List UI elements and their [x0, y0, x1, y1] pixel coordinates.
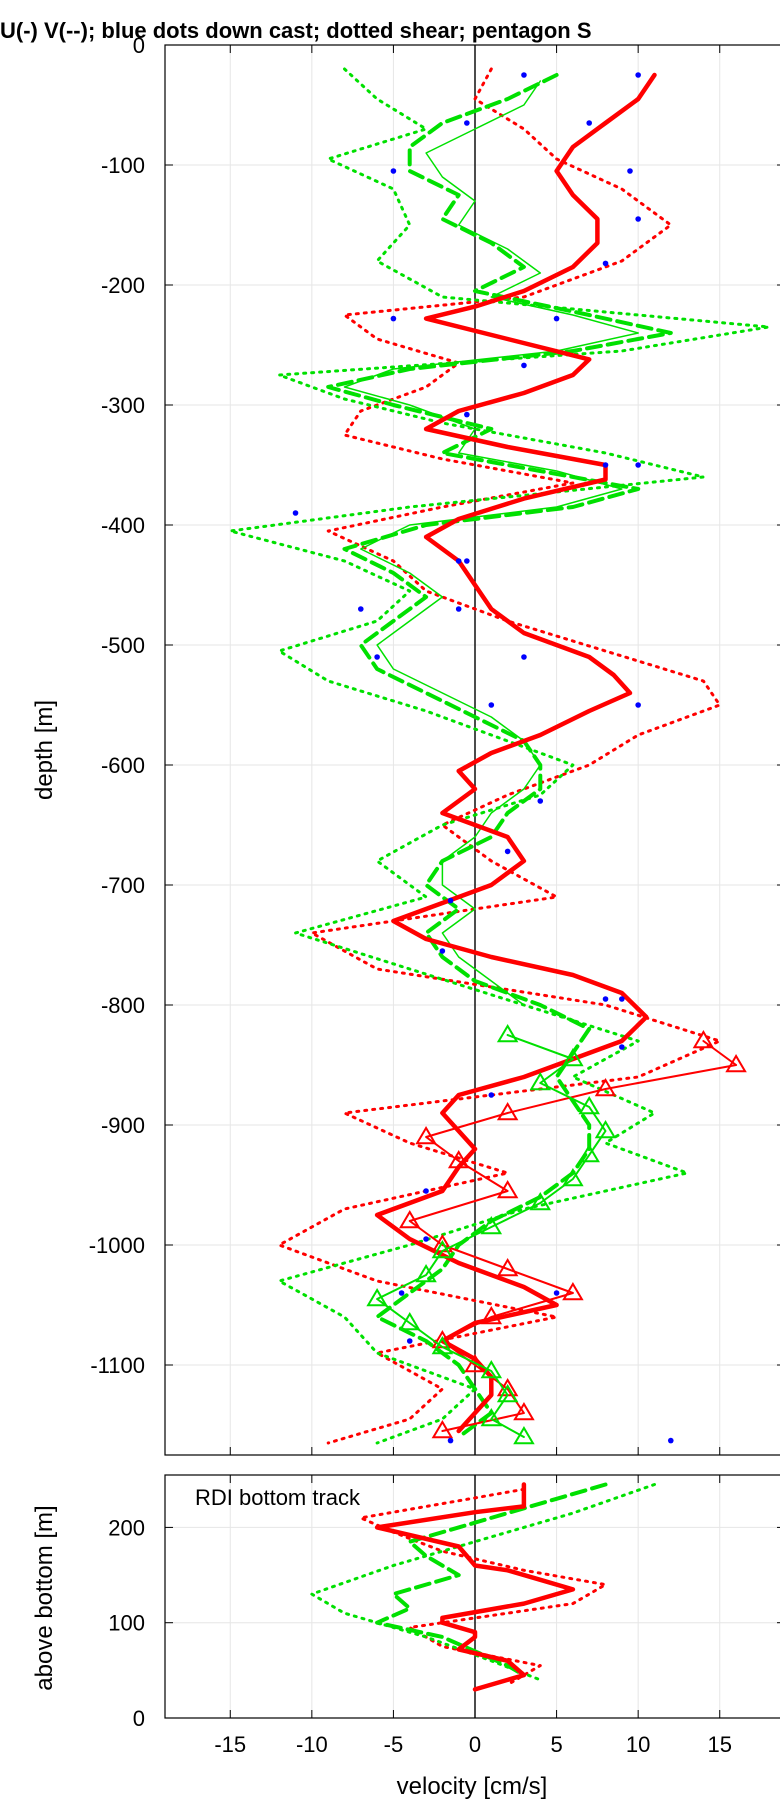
x-tick-label: 0	[469, 1732, 481, 1757]
v-shear-profile-line	[312, 1485, 655, 1680]
x-tick-label: -15	[214, 1732, 246, 1757]
y-tick-label: -500	[101, 633, 145, 658]
velocity-profile-grid	[165, 45, 780, 1455]
downcast-dot	[668, 1438, 674, 1444]
y-tick-label: -800	[101, 993, 145, 1018]
depth-axis-label: depth [m]	[31, 700, 58, 800]
u-s-marker	[727, 1056, 745, 1071]
downcast-dot	[521, 72, 527, 78]
bottom-track-series	[312, 1485, 655, 1690]
downcast-dot	[554, 316, 560, 322]
v-s-marker	[499, 1026, 517, 1041]
downcast-dot	[293, 510, 299, 516]
downcast-dot	[521, 654, 527, 660]
downcast-dot	[505, 849, 511, 855]
downcast-dot	[489, 1092, 495, 1098]
velocity-profile-ticks: 0 -100 -200 -300 -400 -500 -600 -700 -800 -900 -10…	[89, 33, 780, 1455]
v-shear-profile-line	[230, 69, 768, 1443]
u-shear-profile-line	[279, 69, 720, 1443]
velocity-profile-panel: 0 -100 -200 -300 -400 -500 -600 -700 -800 -900 -10…	[31, 33, 780, 1455]
downcast-dot	[635, 216, 641, 222]
downcast-dot	[374, 654, 380, 660]
v-s-marker	[515, 1428, 533, 1443]
downcast-dot	[456, 558, 462, 564]
downcast-dot	[619, 1044, 625, 1050]
downcast-dot	[448, 898, 454, 904]
downcast-dot	[619, 996, 625, 1002]
y-tick-label: -200	[101, 273, 145, 298]
above-bottom-axis-label: above bottom [m]	[31, 1505, 58, 1690]
downcast-dot	[423, 1188, 429, 1194]
x-tick-label: 10	[626, 1732, 650, 1757]
downcast-dot	[635, 462, 641, 468]
y-tick-label: 100	[108, 1611, 145, 1636]
y-tick-label: -700	[101, 873, 145, 898]
downcast-dot	[603, 261, 609, 267]
y-tick-label: -100	[101, 153, 145, 178]
x-tick-label: 15	[707, 1732, 731, 1757]
y-tick-label: -1000	[89, 1233, 145, 1258]
y-tick-label: -400	[101, 513, 145, 538]
y-tick-label: -900	[101, 1113, 145, 1138]
downcast-dot	[603, 462, 609, 468]
y-tick-label: 200	[108, 1515, 145, 1540]
chart-title: U(-) V(--); blue dots down cast; dotted …	[0, 18, 592, 43]
downcast-dot	[391, 316, 397, 322]
y-tick-label: 0	[133, 1706, 145, 1731]
downcast-dot	[407, 1338, 413, 1344]
downcast-dot	[448, 1438, 454, 1444]
downcast-dot	[464, 120, 470, 126]
bottom-track-panel: -15 -10 -5 0 5 10 15 0 100 200 RDI bottom track a…	[31, 1475, 780, 1800]
y-tick-label: 0	[133, 33, 145, 58]
v-thin-profile-line	[345, 81, 639, 1005]
downcast-dot	[521, 363, 527, 369]
v-s-marker	[580, 1098, 598, 1113]
downcast-dot	[603, 996, 609, 1002]
y-tick-label: -1100	[90, 1353, 145, 1378]
downcast-dot	[423, 1236, 429, 1242]
downcast-dot	[464, 412, 470, 418]
y-tick-label: -300	[101, 393, 145, 418]
bottom-track-annotation: RDI bottom track	[195, 1485, 361, 1510]
downcast-dot	[399, 1290, 405, 1296]
downcast-dot	[358, 606, 364, 612]
downcast-dot	[586, 120, 592, 126]
x-tick-label: -10	[296, 1732, 328, 1757]
downcast-dot	[537, 798, 543, 804]
downcast-dot	[464, 558, 470, 564]
velocity-axis-label: velocity [cm/s]	[397, 1773, 548, 1800]
downcast-dot	[627, 168, 633, 174]
downcast-dot	[440, 948, 446, 954]
downcast-dot	[391, 168, 397, 174]
x-tick-label: 5	[550, 1732, 562, 1757]
u-s-marker	[499, 1182, 517, 1197]
y-tick-label: -600	[101, 753, 145, 778]
downcast-dot	[554, 1290, 560, 1296]
downcast-dot	[489, 702, 495, 708]
velocity-profile-frame	[165, 45, 780, 1455]
velocity-profile-series	[230, 69, 768, 1443]
downcast-dot	[635, 702, 641, 708]
downcast-dot	[456, 606, 462, 612]
x-tick-label: -5	[384, 1732, 404, 1757]
downcast-dot	[635, 72, 641, 78]
